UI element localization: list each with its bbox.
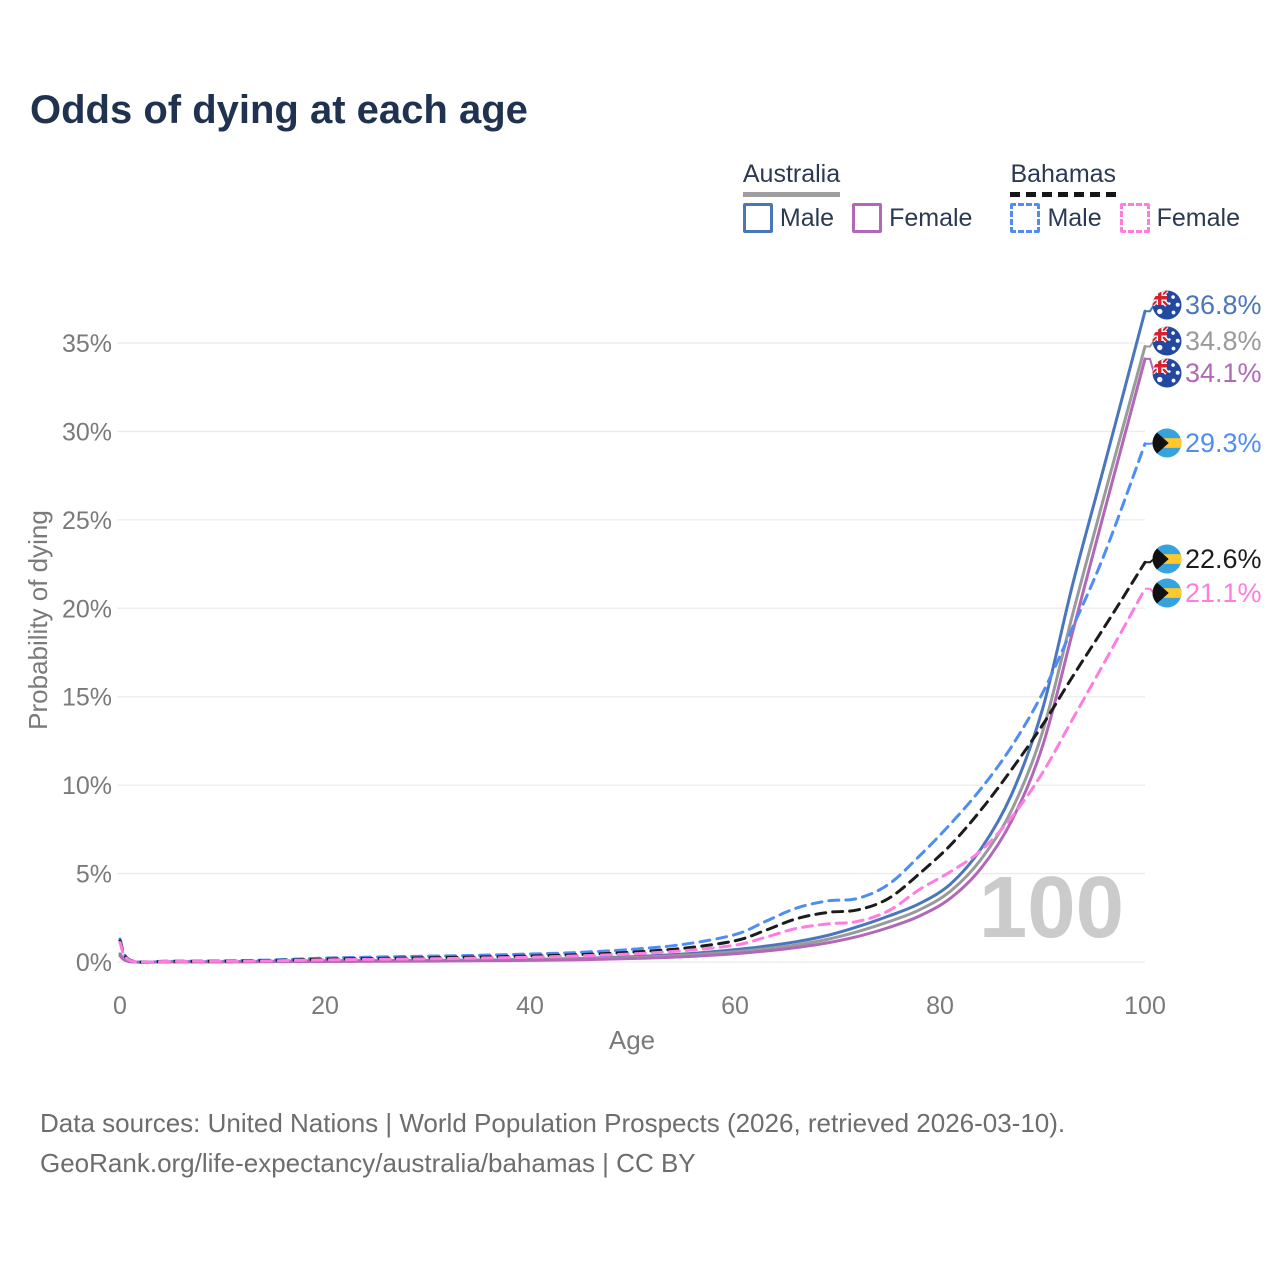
y-tick-label: 25% xyxy=(62,507,112,535)
end-label-australia-female: 34.1% xyxy=(1145,357,1262,388)
end-label-value: 22.6% xyxy=(1185,544,1262,574)
australia-male-swatch-icon xyxy=(742,203,773,233)
legend-country-australia: Australia xyxy=(742,160,841,197)
y-tick-label: 20% xyxy=(62,595,112,623)
end-labels: 36.8% 34.8%34.1% 29.3% 22.6% 21.1% xyxy=(1145,290,1262,608)
y-tick-label: 10% xyxy=(62,772,112,800)
x-axis-title: Age xyxy=(609,1025,655,1055)
end-label-value: 34.8% xyxy=(1185,326,1262,356)
end-label-bahamas-all: 22.6% xyxy=(1145,544,1262,574)
x-tick-label: 60 xyxy=(721,992,749,1020)
series-line-bahamas-female xyxy=(118,587,1147,964)
end-label-value: 21.1% xyxy=(1185,578,1262,608)
x-tick-label: 100 xyxy=(1124,992,1166,1020)
bahamas-flag-icon xyxy=(1152,544,1182,574)
y-axis-title: Probability of dying xyxy=(23,510,53,730)
y-tick-label: 30% xyxy=(62,418,112,446)
legend-group-australia: Australia Male Female xyxy=(742,160,972,233)
x-tick-label: 40 xyxy=(516,992,544,1020)
legend-item-label: Female xyxy=(889,203,973,232)
end-label-australia-all: 34.8% xyxy=(1145,326,1262,356)
end-label-value: 36.8% xyxy=(1185,290,1262,320)
australia-flag-icon xyxy=(1152,358,1182,388)
bahamas-male-swatch-icon xyxy=(1010,203,1041,233)
legend-item-bahamas-male[interactable]: Male xyxy=(1010,203,1102,233)
y-tick-label: 0% xyxy=(76,949,112,977)
y-tick-label: 35% xyxy=(62,330,112,358)
x-axis-tick-labels: 0 20 40 60 80 100 xyxy=(113,992,1166,1020)
australia-flag-icon xyxy=(1152,326,1182,356)
y-axis-tick-labels: 0% 5% 10% 15% 20% 25% 30% 35% xyxy=(62,330,112,977)
legend: Australia Male Female Bahamas Male xyxy=(742,160,1240,233)
end-label-value: 34.1% xyxy=(1185,358,1262,388)
australia-flag-icon xyxy=(1152,290,1182,320)
age-counter-overlay: 100 xyxy=(978,859,1124,956)
footer: Data sources: United Nations | World Pop… xyxy=(40,1103,1065,1183)
series-lines xyxy=(118,309,1147,964)
legend-item-label: Male xyxy=(779,203,835,232)
bahamas-female-swatch-icon xyxy=(1119,203,1150,233)
series-line-australia-female xyxy=(118,357,1147,964)
legend-item-bahamas-female[interactable]: Female xyxy=(1119,203,1240,233)
series-line-australia-male xyxy=(118,309,1147,964)
end-label-bahamas-male: 29.3% xyxy=(1145,428,1262,458)
y-tick-label: 15% xyxy=(62,684,112,712)
series-line-australia-all xyxy=(118,345,1147,964)
series-line-bahamas-all xyxy=(118,560,1147,964)
gridlines xyxy=(117,342,1145,963)
australia-female-swatch-icon xyxy=(852,203,883,233)
legend-item-label: Female xyxy=(1156,203,1240,232)
end-label-australia-male: 36.8% xyxy=(1145,290,1262,320)
x-tick-label: 20 xyxy=(311,992,339,1020)
data-sources-text: Data sources: United Nations | World Pop… xyxy=(40,1108,1066,1138)
legend-item-australia-female[interactable]: Female xyxy=(852,203,972,233)
bahamas-flag-icon xyxy=(1152,578,1182,608)
legend-item-australia-male[interactable]: Male xyxy=(742,203,835,233)
page-title: Odds of dying at each age xyxy=(30,88,528,132)
x-tick-label: 80 xyxy=(926,992,954,1020)
legend-country-bahamas: Bahamas xyxy=(1010,160,1117,197)
y-tick-label: 5% xyxy=(76,861,112,889)
end-label-value: 29.3% xyxy=(1185,428,1262,458)
end-label-bahamas-female: 21.1% xyxy=(1145,578,1262,608)
x-tick-label: 0 xyxy=(113,992,127,1020)
series-line-bahamas-male xyxy=(118,442,1147,964)
legend-item-label: Male xyxy=(1047,203,1102,232)
bahamas-flag-icon xyxy=(1152,428,1182,458)
attribution-text: GeoRank.org/life-expectancy/australia/ba… xyxy=(40,1148,696,1178)
legend-group-bahamas: Bahamas Male Female xyxy=(1010,160,1240,233)
